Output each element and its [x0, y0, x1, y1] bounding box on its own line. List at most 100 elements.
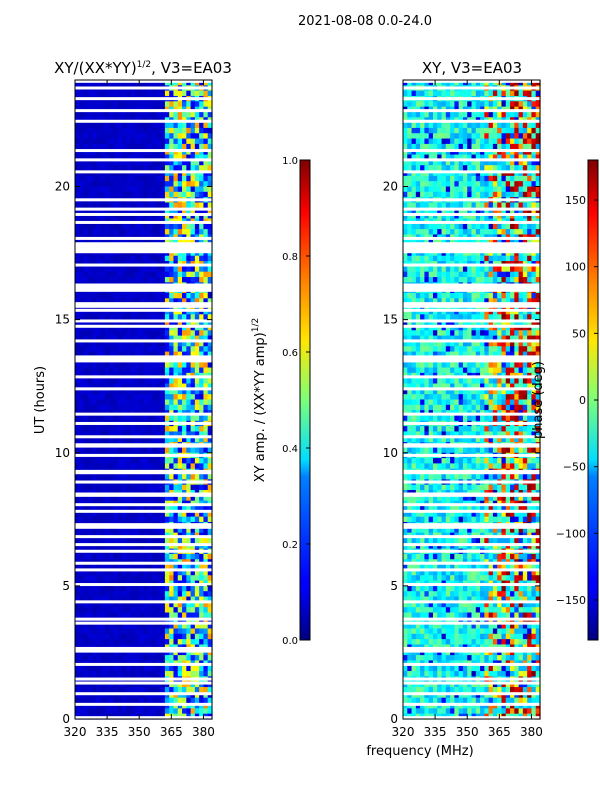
heatmap-cell	[109, 692, 115, 699]
heatmap-cell	[126, 639, 132, 646]
heatmap-cell	[75, 122, 80, 129]
heatmap-cell	[100, 165, 106, 172]
heatmap-cell	[134, 127, 140, 134]
heatmap-cell	[177, 394, 183, 401]
heatmap-cell	[143, 564, 149, 571]
heatmap-cell	[186, 623, 192, 630]
heatmap-cell	[130, 143, 136, 150]
heatmap-cell	[173, 585, 179, 592]
heatmap-cell	[203, 308, 209, 315]
heatmap-cell	[126, 181, 132, 188]
heatmap-cell	[134, 681, 140, 688]
heatmap-cell	[207, 314, 213, 321]
heatmap-cell	[147, 665, 153, 672]
heatmap-cell	[194, 697, 200, 704]
heatmap-cell	[160, 596, 166, 603]
heatmap-cell	[122, 601, 127, 608]
heatmap-cell	[190, 319, 196, 326]
heatmap-cell	[462, 138, 468, 145]
heatmap-cell	[147, 378, 153, 385]
heatmap-cell	[160, 655, 166, 662]
heatmap-cell	[182, 415, 187, 422]
heatmap-cell	[152, 569, 157, 576]
heatmap-cell	[467, 154, 473, 161]
heatmap-cell	[126, 229, 132, 236]
heatmap-cell	[83, 655, 89, 662]
heatmap-cell	[126, 575, 132, 582]
heatmap-cell	[203, 564, 209, 571]
heatmap-cell	[169, 314, 175, 321]
heatmap-cell	[207, 250, 213, 257]
heatmap-cell	[147, 213, 153, 220]
heatmap-cell	[104, 383, 110, 390]
heatmap-cell	[100, 207, 106, 214]
heatmap-cell	[458, 143, 464, 150]
heatmap-cell	[207, 575, 213, 582]
heatmap-cell	[186, 223, 192, 230]
heatmap-cell	[109, 708, 115, 715]
heatmap-cell	[194, 324, 200, 331]
heatmap-cell	[173, 703, 179, 709]
heatmap-cell	[109, 202, 115, 209]
heatmap-cell	[173, 612, 179, 619]
heatmap-cell	[186, 207, 192, 214]
heatmap-cell	[488, 149, 494, 156]
heatmap-cell	[169, 585, 175, 592]
heatmap-cell	[139, 623, 145, 630]
heatmap-cell	[199, 308, 205, 315]
heatmap-cell	[117, 628, 123, 635]
heatmap-cell	[130, 255, 136, 262]
heatmap-cell	[147, 122, 153, 129]
heatmap-cell	[92, 617, 98, 624]
heatmap-cell	[104, 697, 110, 704]
heatmap-cell	[156, 378, 162, 385]
heatmap-cell	[113, 181, 119, 188]
heatmap-cell	[458, 90, 464, 97]
heatmap-cell	[535, 223, 541, 230]
heatmap-cell	[139, 506, 145, 512]
heatmap-cell	[130, 687, 136, 693]
heatmap-cell	[432, 133, 438, 140]
heatmap-cell	[75, 511, 80, 518]
heatmap-cell	[424, 101, 430, 108]
heatmap-cell	[475, 191, 481, 198]
heatmap-cell	[437, 181, 443, 188]
heatmap-cell	[92, 175, 98, 182]
heatmap-cell	[96, 612, 102, 619]
heatmap-cell	[83, 324, 89, 331]
heatmap-cell	[156, 628, 162, 635]
heatmap-cell	[182, 399, 187, 406]
heatmap-cell	[96, 335, 102, 342]
heatmap-cell	[505, 181, 511, 188]
heatmap-cell	[134, 596, 140, 603]
x-tick-label: 350	[128, 725, 151, 739]
heatmap-cell	[203, 585, 209, 592]
heatmap-cell	[173, 143, 179, 150]
heatmap-cell	[92, 314, 98, 321]
heatmap-cell	[173, 154, 179, 161]
heatmap-cell	[203, 101, 209, 108]
heatmap-cell	[104, 474, 110, 480]
heatmap-cell	[75, 692, 80, 699]
heatmap-cell	[207, 229, 213, 236]
heatmap-cell	[139, 122, 145, 129]
heatmap-cell	[484, 133, 490, 140]
heatmap-cell	[92, 122, 98, 129]
heatmap-cell	[475, 80, 481, 86]
heatmap-cell	[497, 90, 503, 97]
heatmap-cell	[152, 101, 157, 108]
heatmap-cell	[100, 271, 106, 278]
heatmap-cell	[147, 569, 153, 576]
heatmap-cell	[152, 671, 157, 677]
heatmap-cell	[156, 484, 162, 491]
heatmap-cell	[134, 202, 140, 209]
heatmap-cell	[514, 127, 520, 134]
heatmap-cell	[484, 213, 490, 220]
heatmap-cell	[190, 681, 196, 688]
heatmap-cell	[428, 223, 434, 230]
heatmap-cell	[79, 191, 85, 198]
heatmap-cell	[104, 378, 110, 385]
colorbar-tick-label: 0.0	[282, 636, 298, 647]
heatmap-cell	[100, 367, 106, 374]
heatmap-cell	[407, 207, 413, 214]
